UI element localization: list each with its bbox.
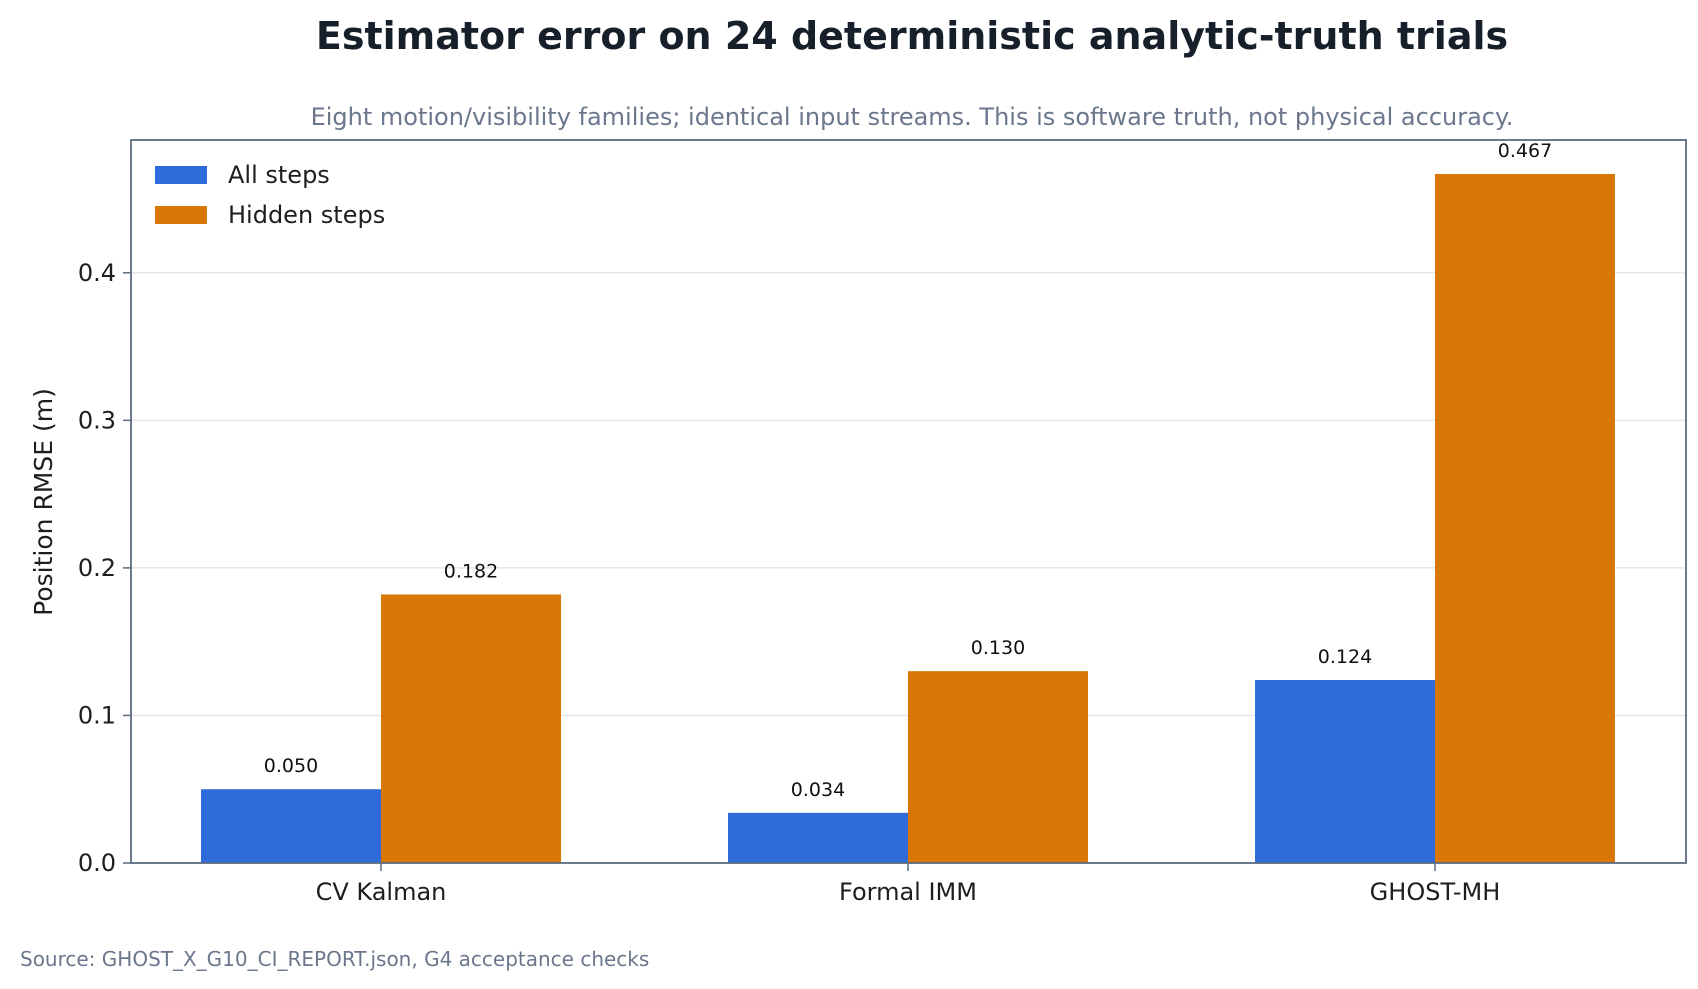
- axes: 0.0 0.1 0.2 0.3 0.4 CV Kalman Formal IMM GHOST-…: [78, 139, 1687, 906]
- bar-value-label: 0.182: [444, 560, 498, 582]
- legend: All steps Hidden steps: [155, 161, 385, 229]
- value-labels: 0.050 0.182 0.034 0.130 0.124 0.467: [264, 140, 1552, 801]
- bar-value-label: 0.467: [1498, 140, 1552, 162]
- bar-value-label: 0.034: [791, 779, 845, 801]
- source-note: Source: GHOST_X_G10_CI_REPORT.json, G4 a…: [20, 947, 649, 971]
- x-tick-label: Formal IMM: [839, 878, 977, 906]
- chart-subtitle: Eight motion/visibility families; identi…: [311, 103, 1514, 131]
- bar-value-label: 0.050: [264, 755, 318, 777]
- chart-title: Estimator error on 24 deterministic anal…: [316, 14, 1508, 58]
- y-tick-label: 0.3: [78, 406, 116, 434]
- legend-swatch: [155, 166, 207, 184]
- bar-all-steps: [728, 812, 908, 863]
- y-tick-label: 0.2: [78, 554, 116, 582]
- legend-label: Hidden steps: [228, 201, 385, 229]
- y-tick-label: 0.4: [78, 259, 116, 287]
- legend-label: All steps: [228, 161, 330, 189]
- bar-hidden-steps: [381, 594, 561, 863]
- bar-value-label: 0.130: [971, 637, 1025, 659]
- y-tick-label: 0.1: [78, 701, 116, 729]
- bar-all-steps: [201, 789, 381, 863]
- bars: [201, 173, 1615, 863]
- bar-hidden-steps: [1435, 173, 1615, 863]
- y-tick-label: 0.0: [78, 849, 116, 877]
- x-tick-label: GHOST-MH: [1370, 878, 1501, 906]
- bar-all-steps: [1255, 680, 1435, 863]
- bar-hidden-steps: [908, 671, 1088, 863]
- x-tick-label: CV Kalman: [316, 878, 447, 906]
- y-axis-label: Position RMSE (m): [29, 388, 58, 616]
- bar-value-label: 0.124: [1318, 646, 1372, 668]
- legend-swatch: [155, 206, 207, 224]
